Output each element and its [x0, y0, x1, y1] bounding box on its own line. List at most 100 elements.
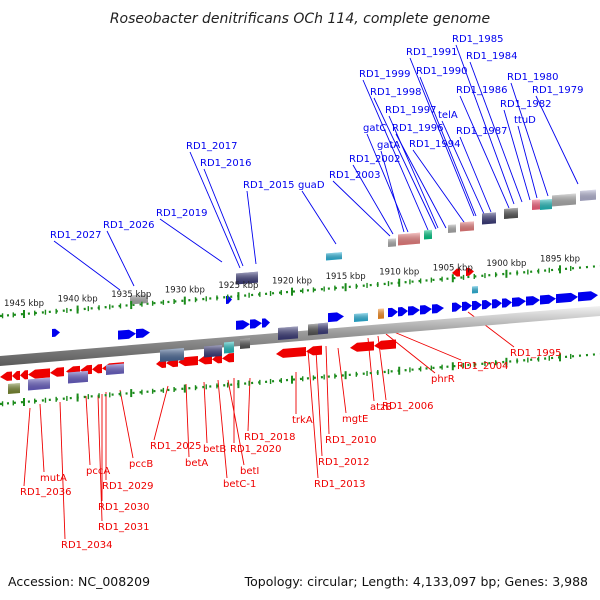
reverse-gene-label: RD1_2004: [457, 361, 508, 372]
leader-line: [337, 347, 347, 414]
reverse-gene-arrow: [466, 267, 474, 276]
forward-gene-arrow: [502, 298, 512, 308]
scale-ticks: 1945 kbp 1940 kbp 1935 kbp 1930 kbp 1925 kbp…: [1, 254, 580, 407]
forward-gene-label: RD1_1994: [409, 139, 460, 150]
forward-gene-label: RD1_1980: [507, 72, 558, 83]
feature-block-shade: [398, 232, 420, 246]
feature-block-shade: [388, 238, 396, 247]
reverse-gene-arrow: [20, 370, 28, 380]
feature-block-shade: [28, 377, 50, 391]
reverse-gene-label: RD1_2036: [20, 487, 71, 498]
leader-line: [380, 150, 405, 233]
feature-block-shade: [240, 338, 250, 349]
forward-gene-label: RD1_1984: [466, 51, 517, 62]
forward-gene-arrow: [540, 294, 556, 305]
forward-gene-arrow: [52, 328, 60, 337]
forward-gene-label: RD1_1990: [416, 66, 467, 77]
reverse-gene-label: RD1_2031: [98, 522, 149, 533]
leader-line: [352, 164, 394, 235]
forward-gene-label: RD1_2002: [349, 154, 400, 165]
leader-line: [412, 149, 467, 226]
label-leaders: [23, 44, 579, 540]
forward-gene-label: RD1_1998: [370, 87, 421, 98]
leader-line: [85, 395, 91, 466]
feature-block-shade: [308, 323, 318, 336]
scale-tick-label: 1930 kbp: [165, 286, 205, 296]
forward-gene-arrow: [452, 302, 462, 312]
forward-gene-arrow: [472, 300, 482, 311]
feature-block-shade: [68, 370, 88, 384]
forward-gene-arrow: [492, 299, 502, 309]
leader-line: [246, 190, 257, 265]
reverse-gene-label: RD1_2018: [244, 432, 295, 443]
leader-line: [393, 331, 462, 361]
reverse-gene-label: RD1_2013: [314, 479, 365, 490]
reverse-gene-label: betA: [185, 458, 208, 469]
leader-line: [23, 407, 31, 487]
reverse-gene-arrow: [350, 341, 374, 352]
forward-gene-arrow: [578, 291, 598, 302]
forward-gene-arrow: [388, 307, 398, 318]
scale-tick-label: 1940 kbp: [58, 295, 98, 305]
scale-tick-label: 1910 kbp: [379, 268, 419, 278]
forward-gene-label: RD1_2016: [200, 158, 251, 169]
reverse-gene-label: mgtE: [342, 414, 368, 425]
leader-line: [409, 57, 475, 217]
forward-gene-label: RD1_2017: [186, 141, 237, 152]
forward-gene-label: RD1_1982: [500, 99, 551, 110]
feature-block-shade: [8, 383, 20, 394]
reverse-gene-arrow: [50, 367, 64, 377]
feature-block-shade: [552, 193, 576, 207]
reverse-gene-arrow: [222, 353, 234, 363]
leader-line: [332, 180, 391, 237]
forward-gene-arrow: [408, 306, 420, 316]
forward-gene-label: gatA: [377, 140, 400, 151]
feature-block-shade: [224, 341, 234, 354]
leader-line: [395, 133, 447, 229]
reverse-gene-label: betC-1: [223, 479, 256, 490]
genome-backbone-band: [0, 306, 600, 366]
forward-gene-label: RD1_1979: [532, 85, 583, 96]
reverse-gene-label: RD1_1995: [510, 348, 561, 359]
reverse-gene-label: pccA: [86, 466, 110, 477]
feature-block-shade: [482, 212, 496, 225]
map-layers: 1945 kbp 1940 kbp 1935 kbp 1930 kbp 1925 kbp…: [0, 34, 600, 551]
reverse-gene-arrow: [452, 268, 460, 277]
leader-line: [469, 61, 523, 203]
feature-block-shade: [354, 312, 368, 322]
reverse-gene-label: RD1_2010: [325, 435, 376, 446]
reverse-gene-arrow: [306, 345, 322, 356]
forward-gene-label: RD1_2027: [50, 230, 101, 241]
feature-block-shade: [472, 286, 478, 294]
leader-line: [419, 76, 477, 217]
leader-line: [159, 218, 223, 263]
forward-gene-label: RD1_1987: [456, 126, 507, 137]
forward-gene-arrow: [482, 300, 492, 310]
reverse-gene-label: betI: [240, 466, 259, 477]
feature-block-shade: [106, 363, 124, 375]
feature-block-shade: [130, 294, 148, 305]
leader-line: [217, 379, 228, 479]
scale-tick-label: 1920 kbp: [272, 277, 312, 287]
reverse-gene-label: RD1_2030: [98, 502, 149, 513]
leader-line: [53, 240, 121, 291]
reverse-gene-arrow: [374, 339, 396, 350]
reverse-gene-arrow: [198, 354, 212, 365]
reverse-gene-label: RD1_2006: [382, 401, 433, 412]
forward-gene-arrow: [136, 328, 150, 339]
leader-line: [459, 95, 510, 209]
leader-line: [535, 95, 579, 185]
leader-line: [315, 349, 323, 457]
forward-gene-label: RD1_2019: [156, 208, 207, 219]
feature-block-shade: [326, 252, 342, 261]
reverse-gene-label: RD1_2020: [230, 444, 281, 455]
feature-block-shade: [424, 229, 432, 240]
reverse-gene-label: mutA: [40, 473, 67, 484]
reverse-gene-label: RD1_2012: [318, 457, 369, 468]
leader-line: [301, 190, 337, 245]
reverse-gene-arrow: [276, 347, 306, 358]
leader-line: [388, 115, 439, 229]
forward-gene-arrow: [262, 318, 270, 328]
